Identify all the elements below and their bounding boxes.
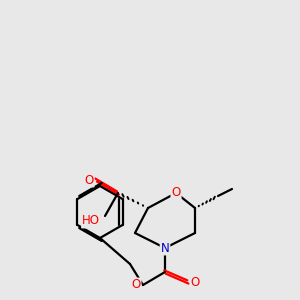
Text: O: O — [131, 278, 141, 292]
Text: O: O — [84, 173, 94, 187]
Text: HO: HO — [82, 214, 100, 227]
Text: O: O — [190, 275, 200, 289]
Text: N: N — [160, 242, 169, 254]
Text: O: O — [171, 187, 181, 200]
